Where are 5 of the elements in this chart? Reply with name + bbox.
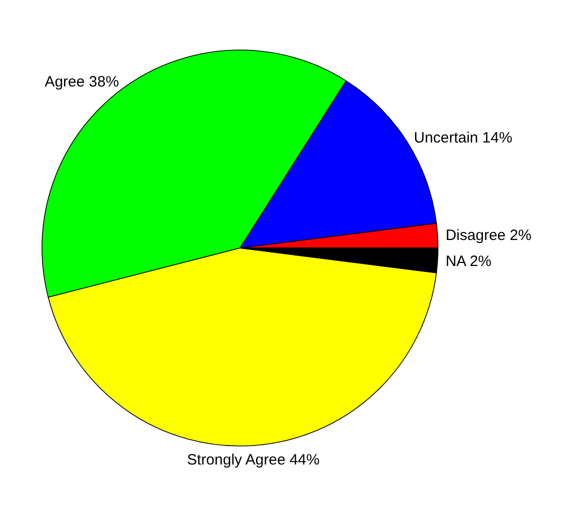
slice-label: Uncertain 14% — [414, 130, 512, 147]
slice-label: Agree 38% — [44, 73, 119, 90]
slice-label: Strongly Agree 44% — [187, 452, 320, 469]
slice-label: NA 2% — [446, 252, 492, 270]
slice-label: Disagree 2% — [446, 227, 532, 244]
